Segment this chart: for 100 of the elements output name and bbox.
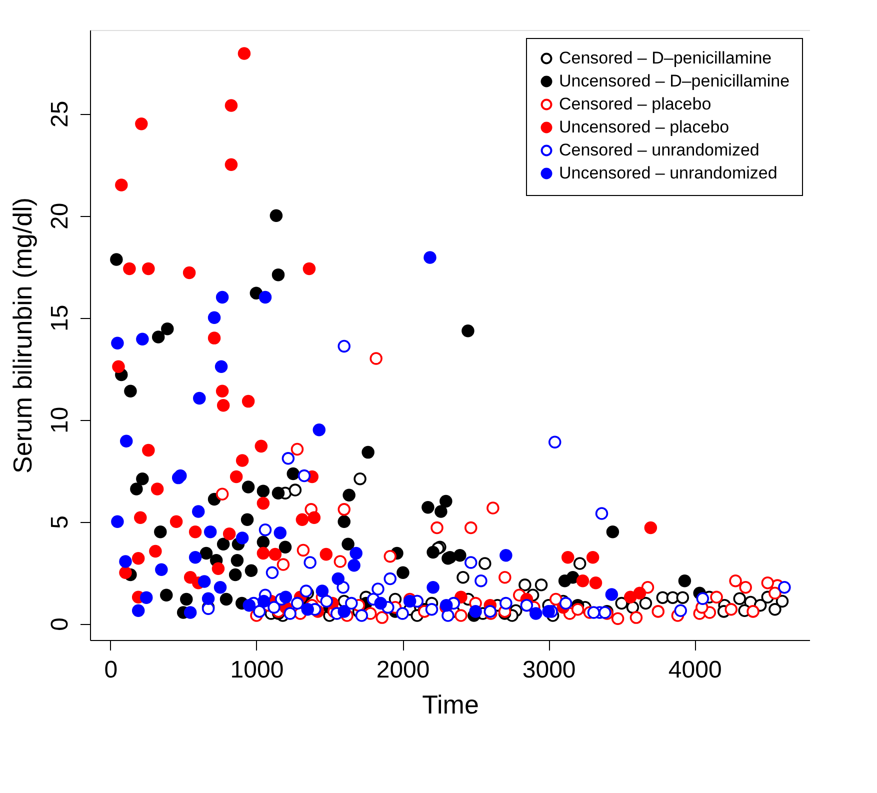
point: [464, 521, 478, 534]
point: [174, 469, 187, 482]
point: [216, 384, 229, 398]
point: [296, 513, 309, 526]
point: [338, 340, 350, 353]
point: [761, 576, 774, 590]
point: [214, 360, 228, 373]
point: [498, 571, 512, 584]
point: [520, 598, 534, 612]
point: [301, 603, 314, 616]
point: [440, 598, 453, 612]
point: [586, 551, 600, 564]
point: [136, 332, 149, 346]
point: [478, 557, 492, 570]
point: [282, 452, 295, 465]
point: [254, 440, 268, 453]
point: [258, 290, 272, 304]
point: [561, 551, 574, 564]
point: [376, 611, 388, 624]
point: [256, 546, 270, 560]
point: [182, 266, 196, 280]
point: [188, 526, 202, 538]
point: [288, 484, 302, 496]
point: [112, 360, 125, 373]
point: [696, 592, 710, 605]
point: [374, 596, 388, 610]
point: [768, 586, 782, 600]
point: [304, 556, 316, 569]
point: [605, 588, 618, 601]
y-tick-label: 10: [46, 406, 74, 434]
point: [290, 442, 304, 456]
point: [338, 605, 350, 618]
point: [666, 591, 680, 604]
point: [542, 605, 555, 618]
point: [571, 603, 584, 616]
point: [624, 590, 637, 604]
point: [316, 584, 329, 598]
point: [710, 590, 723, 604]
x-tick-label: 3000: [522, 656, 576, 684]
point: [236, 532, 249, 544]
point: [140, 591, 153, 604]
point: [202, 592, 215, 605]
point: [120, 434, 133, 448]
point: [188, 551, 202, 564]
point: [284, 607, 296, 620]
legend-label: Censored – placebo: [559, 94, 712, 114]
legend-label: Uncensored – unrandomized: [559, 164, 778, 182]
point: [576, 574, 590, 588]
point: [656, 591, 670, 604]
point: [430, 521, 444, 534]
legend-label: Uncensored – placebo: [559, 118, 730, 136]
point: [611, 612, 624, 625]
point: [529, 607, 542, 620]
point: [208, 332, 221, 344]
point: [345, 596, 358, 610]
point: [111, 336, 124, 350]
point: [258, 523, 272, 536]
point: [534, 578, 548, 592]
point: [149, 544, 162, 558]
point: [633, 586, 646, 600]
point: [674, 604, 687, 617]
point: [242, 598, 256, 612]
point: [639, 596, 652, 610]
point: [238, 47, 251, 60]
point: [134, 511, 147, 524]
point: [464, 556, 478, 569]
y-axis-title: Serum bilirunbin (mg/dl): [8, 198, 38, 474]
point: [155, 563, 168, 576]
point: [615, 596, 628, 610]
point: [550, 592, 562, 606]
point: [474, 574, 488, 588]
point: [746, 605, 760, 618]
point: [214, 581, 227, 594]
point: [548, 436, 562, 448]
point: [256, 496, 270, 510]
point: [350, 546, 362, 560]
point: [142, 262, 155, 276]
point: [370, 352, 382, 365]
point: [296, 544, 310, 557]
point: [630, 611, 643, 624]
point: [500, 596, 512, 610]
point: [198, 575, 211, 588]
point: [424, 251, 436, 264]
point: [384, 550, 396, 563]
point: [518, 578, 532, 592]
point: [268, 548, 282, 561]
y-tick-label: 5: [46, 515, 74, 529]
x-tick-label: 2000: [376, 656, 430, 684]
point: [192, 505, 205, 518]
point: [338, 503, 350, 516]
point: [354, 472, 366, 486]
point: [384, 572, 396, 586]
point: [355, 609, 368, 622]
point: [115, 178, 128, 192]
point: [739, 581, 752, 594]
point: [253, 605, 266, 618]
y-tick-label: 0: [46, 618, 74, 631]
point: [170, 515, 183, 528]
point: [733, 592, 746, 605]
point: [308, 511, 321, 524]
